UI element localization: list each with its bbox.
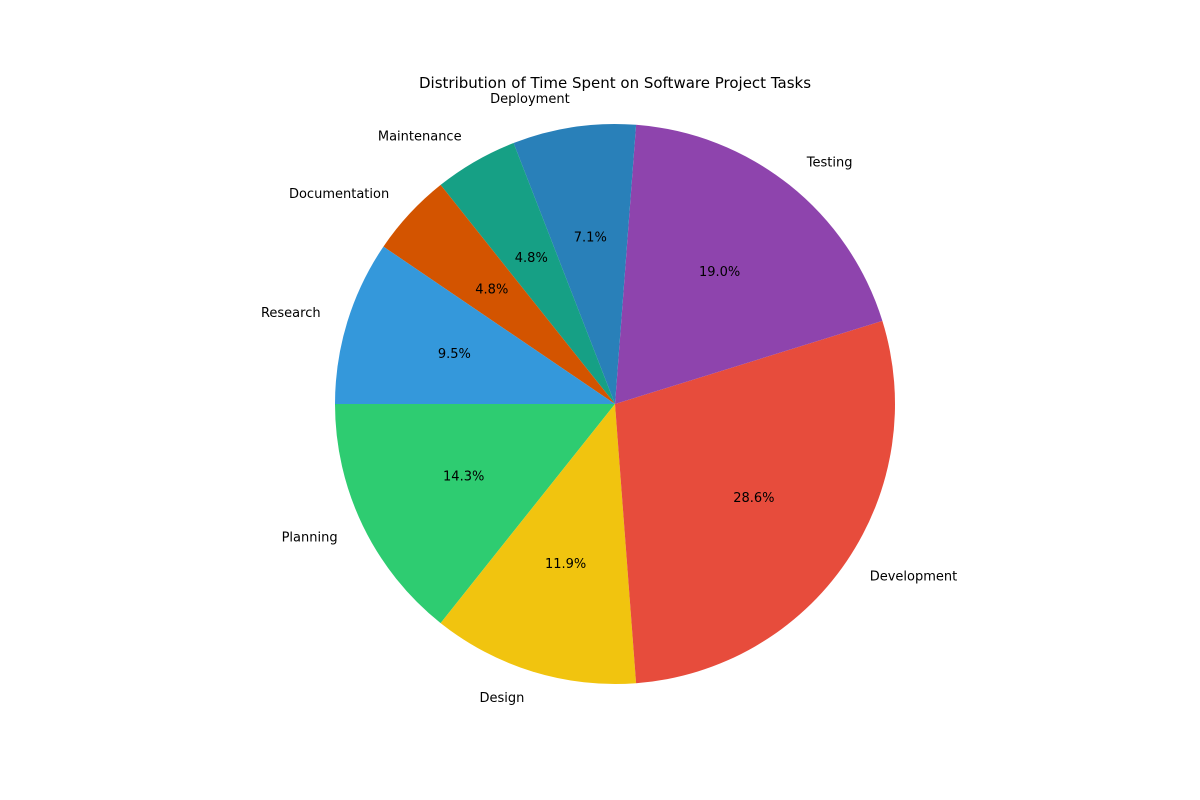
pie-slice-maintenance (440, 143, 615, 404)
chart-title: Distribution of Time Spent on Software P… (419, 74, 811, 92)
pie-slice-design (440, 404, 637, 684)
pie-category-label-planning: Planning (282, 530, 338, 545)
pie-category-label-maintenance: Maintenance (378, 129, 462, 144)
pie-slice-planning (335, 404, 615, 624)
pie-slice-development (615, 320, 895, 684)
pie-percent-label-testing: 19.0% (699, 265, 740, 280)
pie-labels: 14.3% Planning 11.9% Design 28.6% Development… (261, 92, 957, 706)
pie-category-label-research: Research (261, 306, 321, 321)
pie-percent-label-research: 9.5% (438, 347, 471, 362)
pie-percent-label-planning: 14.3% (443, 470, 484, 485)
pie-slice-research (335, 246, 615, 404)
pie-percent-label-documentation: 4.8% (475, 282, 508, 297)
pie-slices (335, 124, 895, 684)
pie-percent-label-maintenance: 4.8% (515, 251, 548, 266)
pie-percent-label-development: 28.6% (733, 491, 774, 506)
pie-slice-documentation (383, 184, 615, 404)
pie-category-label-development: Development (870, 570, 958, 585)
pie-category-label-documentation: Documentation (289, 187, 389, 202)
pie-slice-deployment (513, 124, 637, 404)
pie-category-label-testing: Testing (806, 156, 853, 171)
pie-category-label-deployment: Deployment (490, 92, 570, 107)
pie-percent-label-design: 11.9% (545, 557, 586, 572)
pie-slice-testing (615, 124, 883, 405)
pie-percent-label-deployment: 7.1% (574, 230, 607, 245)
pie-category-label-design: Design (480, 691, 525, 706)
